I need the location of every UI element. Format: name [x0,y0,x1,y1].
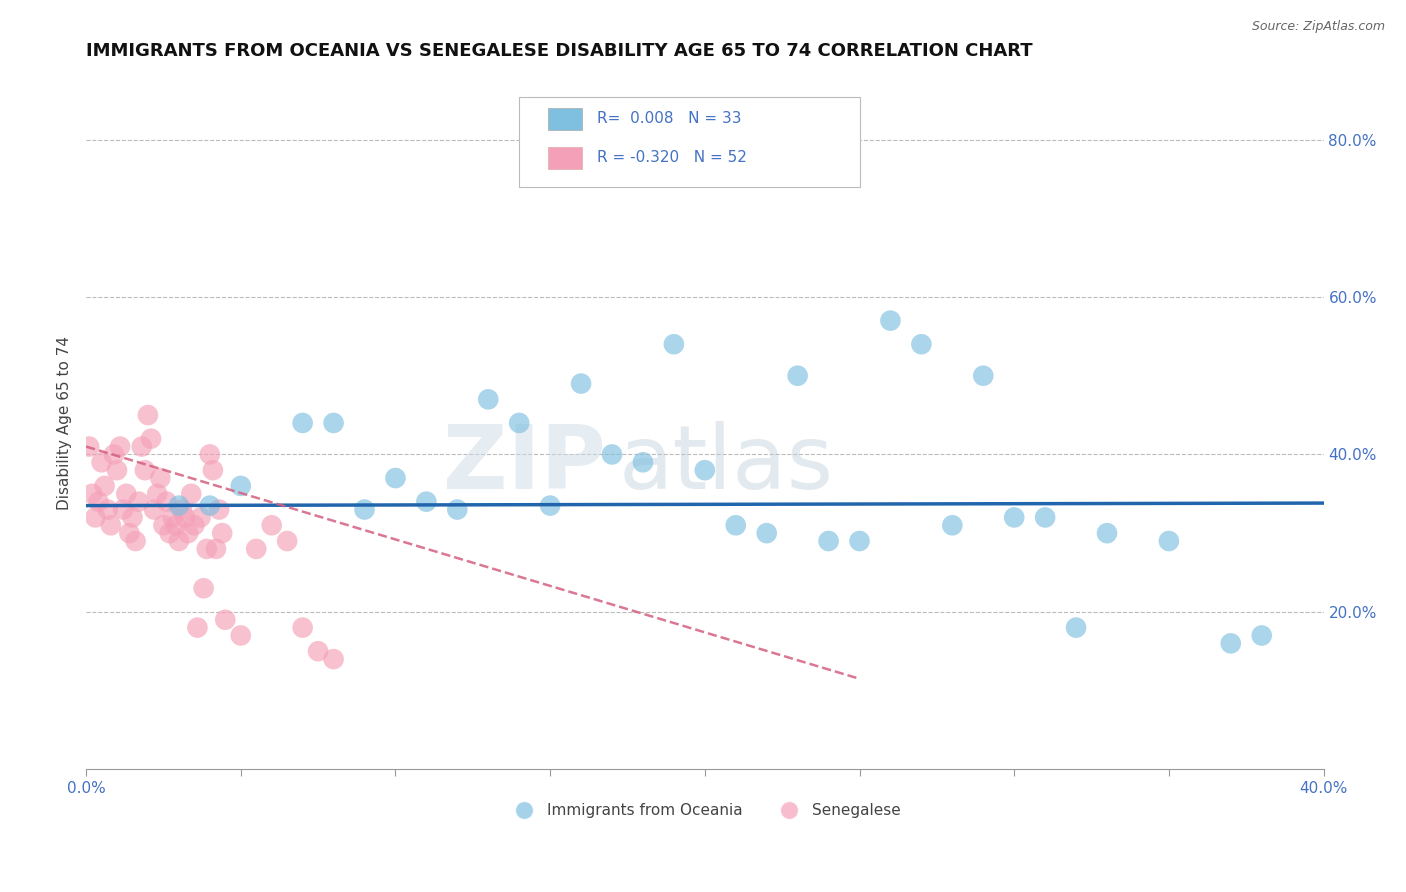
Point [131,440,153,454]
Point [786,368,808,383]
Point [477,392,499,407]
Point [755,526,778,541]
Point [322,416,344,430]
Point [662,337,685,351]
Point [146,487,169,501]
Point [1033,510,1056,524]
Point [291,621,314,635]
Point [93,479,115,493]
Point [245,541,267,556]
Point [276,534,298,549]
Point [941,518,963,533]
Point [165,518,187,533]
Point [1250,628,1272,642]
Point [87,494,110,508]
Text: Source: ZipAtlas.com: Source: ZipAtlas.com [1251,20,1385,33]
Point [208,502,231,516]
Point [910,337,932,351]
Point [353,502,375,516]
Point [508,416,530,430]
Point [193,581,215,595]
Point [229,628,252,642]
Point [115,487,138,501]
Point [167,499,190,513]
FancyBboxPatch shape [548,146,582,169]
Point [112,502,135,516]
Point [82,487,104,501]
Point [307,644,329,658]
Point [724,518,747,533]
Point [159,526,181,541]
Point [134,463,156,477]
Point [198,499,221,513]
Point [198,447,221,461]
Point [152,518,174,533]
Point [848,534,870,549]
Point [205,541,228,556]
Point [600,447,623,461]
Point [1095,526,1118,541]
Point [538,499,561,513]
Y-axis label: Disability Age 65 to 74: Disability Age 65 to 74 [58,336,72,510]
Point [162,510,184,524]
Point [124,534,146,549]
Point [103,447,125,461]
Point [879,313,901,327]
Legend: Immigrants from Oceania, Senegalese: Immigrants from Oceania, Senegalese [503,797,907,824]
Point [322,652,344,666]
Point [77,440,100,454]
Point [105,463,128,477]
Point [1002,510,1025,524]
Point [229,479,252,493]
Point [121,510,143,524]
Point [195,541,218,556]
Point [167,534,190,549]
Point [128,494,150,508]
Point [100,518,122,533]
Point [201,463,224,477]
Point [108,440,131,454]
Point [177,526,200,541]
Text: atlas: atlas [619,421,834,508]
Point [1157,534,1180,549]
Point [291,416,314,430]
Point [817,534,839,549]
FancyBboxPatch shape [519,97,859,187]
Point [415,494,437,508]
Text: ZIP: ZIP [443,421,606,508]
Text: R=  0.008   N = 33: R= 0.008 N = 33 [598,111,741,126]
Point [143,502,166,516]
Point [155,494,177,508]
Point [139,432,162,446]
Point [90,455,112,469]
Point [569,376,592,391]
Point [693,463,716,477]
Point [174,510,197,524]
Point [446,502,468,516]
Point [186,621,208,635]
Text: IMMIGRANTS FROM OCEANIA VS SENEGALESE DISABILITY AGE 65 TO 74 CORRELATION CHART: IMMIGRANTS FROM OCEANIA VS SENEGALESE DI… [86,42,1032,60]
Point [214,613,236,627]
Point [260,518,283,533]
Point [384,471,406,485]
Point [631,455,654,469]
Point [136,408,159,422]
Point [211,526,233,541]
Point [190,510,212,524]
Point [97,502,120,516]
Text: R = -0.320   N = 52: R = -0.320 N = 52 [598,150,747,165]
Point [118,526,141,541]
Point [180,487,202,501]
Point [183,518,205,533]
Point [972,368,994,383]
Point [149,471,172,485]
Point [1219,636,1241,650]
Point [84,510,107,524]
Point [170,502,193,516]
Point [1064,621,1087,635]
FancyBboxPatch shape [548,108,582,130]
